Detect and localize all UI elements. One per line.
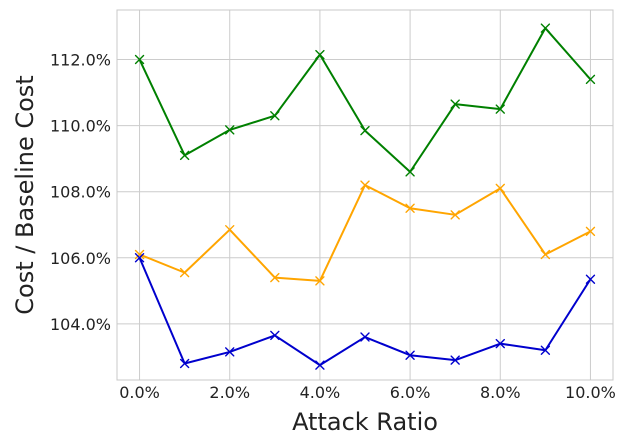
- data-point-marker: [360, 180, 370, 190]
- data-point-marker: [585, 74, 596, 85]
- data-point-marker: [225, 347, 235, 357]
- x-tick-label: 4.0%: [300, 383, 341, 402]
- x-tick-labels: 0.0% 2.0% 4.0% 6.0% 8.0% 10.0%: [119, 383, 616, 402]
- data-point-marker: [450, 210, 460, 220]
- data-point-marker: [585, 226, 596, 237]
- data-point-marker: [405, 203, 415, 213]
- data-point-marker: [585, 274, 596, 284]
- data-point-marker: [225, 125, 235, 135]
- data-point-marker: [225, 224, 235, 235]
- data-point-marker: [270, 330, 280, 341]
- data-point-marker: [134, 54, 145, 65]
- data-point-marker: [540, 249, 551, 260]
- data-point-marker: [134, 249, 145, 260]
- data-point-marker: [540, 23, 551, 33]
- data-point-marker: [405, 350, 415, 360]
- data-point-marker: [450, 355, 460, 365]
- data-point-marker: [495, 183, 505, 194]
- series-layer: [134, 23, 596, 370]
- x-tick-label: 2.0%: [209, 383, 250, 402]
- data-point-marker: [360, 125, 370, 136]
- data-point-marker: [405, 167, 415, 177]
- data-point-marker: [179, 150, 190, 161]
- x-axis-label: Attack Ratio: [292, 408, 438, 436]
- y-tick-label: 110.0%: [50, 117, 111, 136]
- data-point-marker: [540, 345, 551, 355]
- data-point-marker: [270, 111, 280, 121]
- data-point-marker: [315, 49, 325, 60]
- data-point-marker: [450, 99, 460, 109]
- grid: [117, 10, 613, 380]
- y-tick-label: 108.0%: [50, 183, 111, 202]
- y-tick-label: 112.0%: [50, 51, 111, 70]
- series-1: [134, 180, 596, 286]
- data-point-marker: [315, 276, 325, 286]
- series-0: [134, 23, 596, 177]
- series-line: [139, 184, 591, 282]
- series-line: [138, 27, 592, 173]
- data-point-marker: [495, 104, 505, 114]
- y-axis-label: Cost / Baseline Cost: [11, 75, 39, 314]
- data-point-marker: [134, 253, 145, 263]
- plot-frame: [116, 9, 614, 381]
- series-line: [138, 257, 592, 367]
- y-tick-label: 104.0%: [50, 315, 111, 334]
- x-tick-label: 0.0%: [119, 383, 160, 402]
- data-point-marker: [315, 360, 325, 370]
- x-tick-label: 10.0%: [565, 383, 616, 402]
- x-tick-label: 6.0%: [390, 383, 431, 402]
- x-tick-label: 8.0%: [480, 383, 521, 402]
- series-2: [134, 253, 596, 370]
- data-point-marker: [360, 332, 370, 342]
- y-tick-label: 106.0%: [50, 249, 111, 268]
- data-point-marker: [495, 338, 505, 349]
- y-tick-labels: 104.0% 106.0% 108.0% 110.0% 112.0%: [50, 51, 111, 334]
- data-point-marker: [179, 358, 190, 369]
- data-point-marker: [270, 272, 280, 283]
- data-point-marker: [179, 267, 190, 278]
